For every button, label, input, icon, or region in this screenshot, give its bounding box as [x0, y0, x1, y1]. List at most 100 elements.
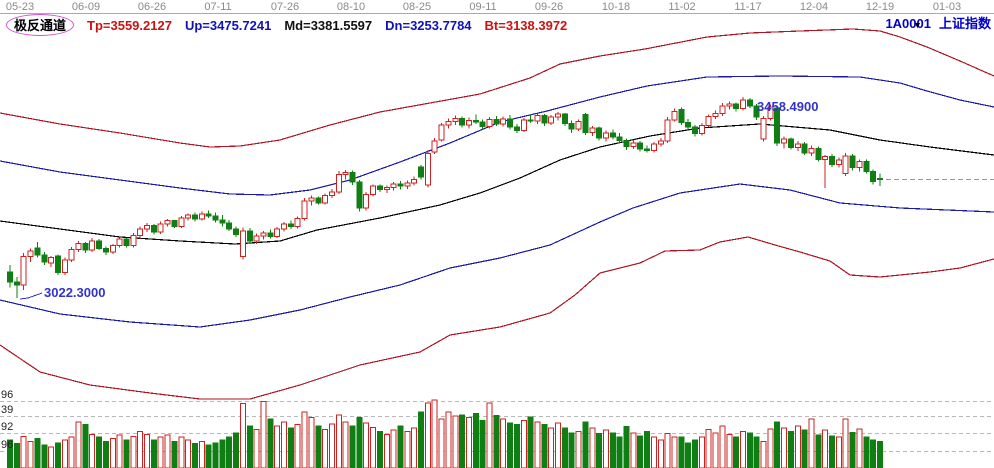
- volume-bar: [34, 438, 41, 468]
- volume-bar: [698, 436, 705, 468]
- volume-bar: [568, 432, 575, 468]
- volume-bar: [815, 434, 822, 468]
- volume-bar: [452, 415, 459, 468]
- candle: [719, 105, 726, 114]
- candle: [20, 256, 27, 286]
- candle: [568, 122, 575, 130]
- volume-bar: [534, 421, 541, 468]
- candle: [842, 155, 849, 175]
- candle: [589, 127, 596, 134]
- candle: [123, 238, 130, 247]
- candle: [301, 200, 308, 219]
- candle: [815, 147, 822, 160]
- candle: [507, 118, 514, 128]
- volume-bar: [760, 440, 767, 468]
- volume-bar: [61, 439, 68, 468]
- candle: [534, 115, 541, 122]
- annotation-low: 3022.3000: [44, 285, 105, 300]
- candle: [465, 119, 472, 126]
- candle: [205, 213, 212, 217]
- candle: [287, 223, 294, 228]
- volume-bar: [739, 431, 746, 468]
- volume-bar: [472, 412, 479, 468]
- volume-bar: [178, 436, 185, 468]
- channel-line-dn: [0, 183, 994, 328]
- candle: [418, 166, 424, 178]
- volume-axis-label: 96: [1, 389, 13, 401]
- indicator-value-tp: Tp=3559.2127: [87, 17, 172, 33]
- date-label: 05-23: [6, 1, 34, 13]
- date-label: 07-26: [271, 1, 299, 13]
- indicator-value-dn: Dn=3253.7784: [385, 17, 472, 33]
- channel-line-bt: [0, 236, 994, 400]
- volume-bar: [616, 436, 623, 468]
- volume-axis-label: 39: [1, 404, 13, 416]
- candle: [822, 156, 829, 160]
- candle: [500, 118, 507, 125]
- candle: [376, 185, 383, 190]
- volume-bar: [829, 435, 835, 468]
- candle: [370, 185, 377, 195]
- candle: [328, 191, 335, 196]
- volume-bar: [150, 439, 157, 468]
- volume-bar: [48, 446, 55, 468]
- volume-bar: [692, 439, 698, 468]
- symbol-name: 上证指数: [938, 16, 991, 31]
- candle: [34, 247, 41, 256]
- volume-bar: [370, 426, 377, 468]
- candle: [191, 214, 198, 220]
- channel-line-up: [0, 75, 994, 196]
- date-label: 12-19: [866, 1, 894, 13]
- candle: [260, 232, 267, 237]
- volume-bar: [274, 425, 281, 468]
- caret-down-icon[interactable]: ▼: [913, 20, 922, 30]
- volume-bar: [383, 433, 390, 468]
- volume-bar: [75, 421, 82, 468]
- candle: [794, 143, 801, 148]
- volume-bar: [465, 417, 472, 468]
- volume-bar: [808, 418, 815, 468]
- indicator-name-badge[interactable]: 极反通道: [6, 14, 75, 36]
- volume-bar: [609, 432, 616, 468]
- candle: [767, 106, 774, 119]
- candle: [472, 119, 479, 123]
- volume-bar: [733, 436, 740, 468]
- indicator-value-up: Up=3475.7241: [184, 17, 272, 33]
- volume-bar: [41, 444, 48, 468]
- volume-bar: [657, 439, 664, 468]
- volume-bar: [623, 426, 630, 468]
- candle: [342, 171, 349, 176]
- volume-bar: [301, 411, 308, 468]
- volume-bar: [431, 399, 438, 468]
- volume-bar: [781, 427, 788, 468]
- date-label: 08-10: [337, 1, 365, 13]
- candle: [96, 240, 103, 249]
- volume-axis-label: 96: [1, 439, 13, 451]
- volume-bar: [191, 443, 198, 468]
- volume-bar: [328, 423, 335, 468]
- volume-bar: [500, 418, 507, 468]
- volume-bar: [13, 443, 20, 468]
- volume-bar: [486, 402, 493, 468]
- volume-bar: [876, 440, 883, 468]
- candle: [712, 112, 719, 118]
- candle: [459, 117, 466, 126]
- volume-bar: [239, 403, 246, 468]
- volume-bar: [555, 422, 561, 468]
- volume-bar: [267, 418, 274, 468]
- symbol-selector[interactable]: 1A0001 上证指数: [877, 13, 991, 32]
- channel-line-md: [0, 123, 994, 245]
- volume-bar: [96, 436, 103, 468]
- candle: [185, 214, 192, 219]
- annotation-low-connector: [19, 292, 43, 300]
- volume-bar: [637, 435, 644, 468]
- volume-bar: [418, 411, 424, 468]
- volume-bar: [794, 425, 801, 468]
- candle: [513, 126, 520, 131]
- volume-bar: [787, 431, 794, 468]
- candle: [739, 99, 746, 110]
- candle: [541, 115, 548, 124]
- candle: [753, 105, 760, 118]
- candle: [383, 187, 390, 190]
